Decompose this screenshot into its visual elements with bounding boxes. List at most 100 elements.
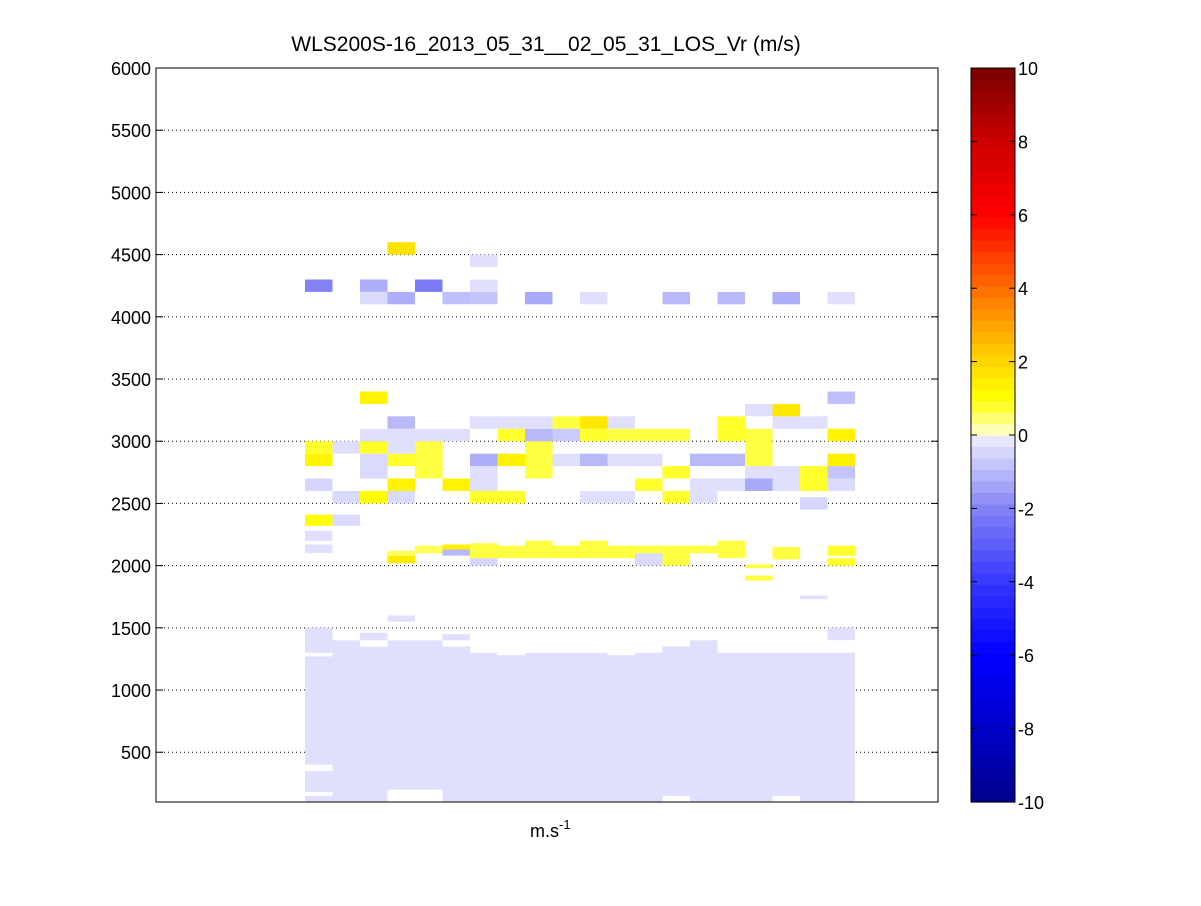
colorbar-segment: [971, 343, 1015, 356]
y-tick-label: 3500: [111, 370, 151, 390]
colorbar-segment: [971, 366, 1015, 379]
heatmap-cell: [717, 291, 745, 305]
heatmap-cell: [360, 279, 388, 292]
heatmap-cell: [800, 466, 828, 491]
heatmap-cell: [525, 416, 553, 429]
colorbar-segment: [971, 194, 1015, 207]
heatmap-cell: [442, 478, 470, 491]
colorbar-tick-label: 2: [1018, 353, 1028, 373]
y-tick-label: 500: [121, 743, 151, 763]
heatmap-cell: [580, 540, 608, 559]
heatmap-cell: [497, 453, 525, 467]
heatmap-cell: [827, 391, 855, 404]
colorbar-segment: [971, 744, 1015, 757]
heatmap-cell: [360, 391, 388, 404]
heatmap-cell: [607, 428, 635, 442]
heatmap-cell: [305, 441, 333, 454]
colorbar-tick-label: -10: [1018, 793, 1044, 813]
heatmap-cell: [442, 634, 470, 641]
colorbar-tick-label: -8: [1018, 720, 1034, 740]
colorbar-segment: [971, 308, 1015, 321]
heatmap-cell: [717, 478, 745, 491]
heatmap-cell: [827, 545, 855, 556]
heatmap-cell: [387, 555, 415, 564]
heatmap-cell: [827, 652, 855, 802]
colorbar-segment: [971, 68, 1015, 81]
heatmap-cell: [827, 453, 855, 467]
heatmap-cell: [442, 428, 470, 442]
heatmap-cell: [827, 627, 855, 641]
colorbar-segment: [971, 435, 1015, 448]
colorbar-segment: [971, 320, 1015, 333]
y-tick-label: 4000: [111, 308, 151, 328]
heatmap-cell: [387, 615, 415, 622]
heatmap-cell: [387, 550, 415, 556]
heatmap-cell: [745, 466, 773, 479]
heatmap-cell: [662, 466, 690, 479]
colorbar-segment: [971, 136, 1015, 149]
chart-title: WLS200S-16_2013_05_31__02_05_31_LOS_Vr (…: [291, 33, 800, 56]
colorbar-segment: [971, 331, 1015, 344]
heatmap-cell: [305, 453, 333, 467]
heatmap-cell: [580, 416, 608, 429]
heatmap-cell: [360, 632, 388, 641]
heatmap-cell: [470, 466, 498, 491]
heatmap-cell: [662, 428, 690, 442]
heatmap-cell: [827, 291, 855, 305]
heatmap-cell: [690, 453, 718, 467]
heatmap-cell: [690, 478, 718, 504]
colorbar-segment: [971, 652, 1015, 665]
heatmap-cell: [360, 291, 388, 305]
heatmap-cell: [332, 491, 360, 504]
heatmap-cell: [525, 291, 553, 305]
colorbar-segment: [971, 240, 1015, 253]
heatmap-cell: [580, 428, 608, 442]
heatmap-cell: [580, 291, 608, 305]
colorbar-segment: [971, 125, 1015, 138]
y-tick-label: 2500: [111, 494, 151, 514]
colorbar-segment: [971, 515, 1015, 528]
heatmap-cell: [635, 553, 663, 566]
heatmap-cell: [387, 453, 415, 467]
heatmap-cell: [662, 646, 690, 796]
heatmap-cell: [772, 403, 800, 417]
colorbar-segment: [971, 503, 1015, 516]
heatmap-cell: [387, 491, 415, 504]
heatmap-cell: [470, 453, 498, 467]
colorbar-segment: [971, 584, 1015, 597]
heatmap-cell: [772, 547, 800, 560]
heatmap-cell: [387, 291, 415, 305]
heatmap-cell: [305, 514, 333, 526]
heatmap-cell: [360, 491, 388, 504]
heatmap-cell: [745, 575, 773, 581]
colorbar-tick-label: 10: [1018, 59, 1038, 79]
heatmap-cell: [470, 254, 498, 267]
colorbar-segment: [971, 618, 1015, 631]
heatmap-cell: [800, 497, 828, 510]
heatmap-cell: [635, 428, 663, 442]
heatmap-cell: [580, 652, 608, 802]
heatmap-cell: [497, 416, 525, 429]
heatmap-cell: [360, 646, 388, 802]
heatmap-cell: [717, 540, 745, 559]
heatmap-cell: [772, 466, 800, 491]
heatmap-cell: [717, 416, 745, 442]
heatmap-cell: [607, 545, 635, 559]
heatmap-cell: [772, 291, 800, 305]
heatmap-cell: [717, 652, 745, 802]
heatmap-cell: [415, 640, 443, 790]
heatmap-cell: [772, 416, 800, 429]
x-axis-label-base: m.s: [530, 821, 559, 841]
x-axis-label: m.s-1: [530, 817, 571, 841]
colorbar-tick-label: 8: [1018, 132, 1028, 152]
colorbar-segment: [971, 675, 1015, 688]
heatmap-cell: [827, 428, 855, 442]
colorbar-segment: [971, 228, 1015, 241]
colorbar-segment: [971, 756, 1015, 769]
heatmap-cell: [552, 545, 580, 559]
colorbar-segment: [971, 641, 1015, 654]
colorbar-segment: [971, 102, 1015, 115]
colorbar-segment: [971, 457, 1015, 471]
colorbar-segment: [971, 389, 1015, 402]
